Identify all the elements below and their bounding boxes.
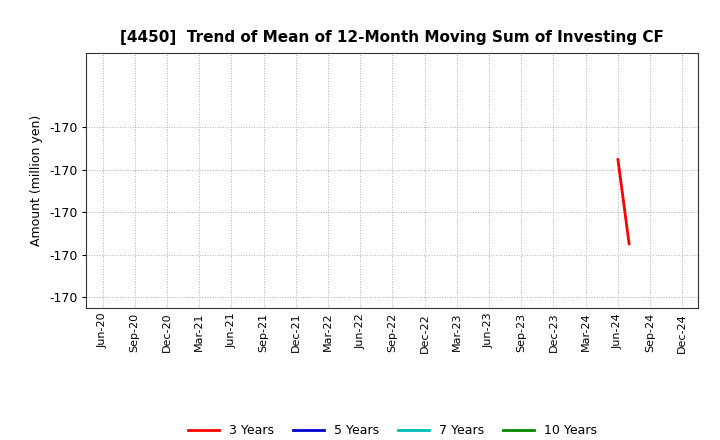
Title: [4450]  Trend of Mean of 12-Month Moving Sum of Investing CF: [4450] Trend of Mean of 12-Month Moving … [120, 29, 665, 45]
Y-axis label: Amount (million yen): Amount (million yen) [30, 115, 43, 246]
Legend: 3 Years, 5 Years, 7 Years, 10 Years: 3 Years, 5 Years, 7 Years, 10 Years [183, 419, 602, 440]
